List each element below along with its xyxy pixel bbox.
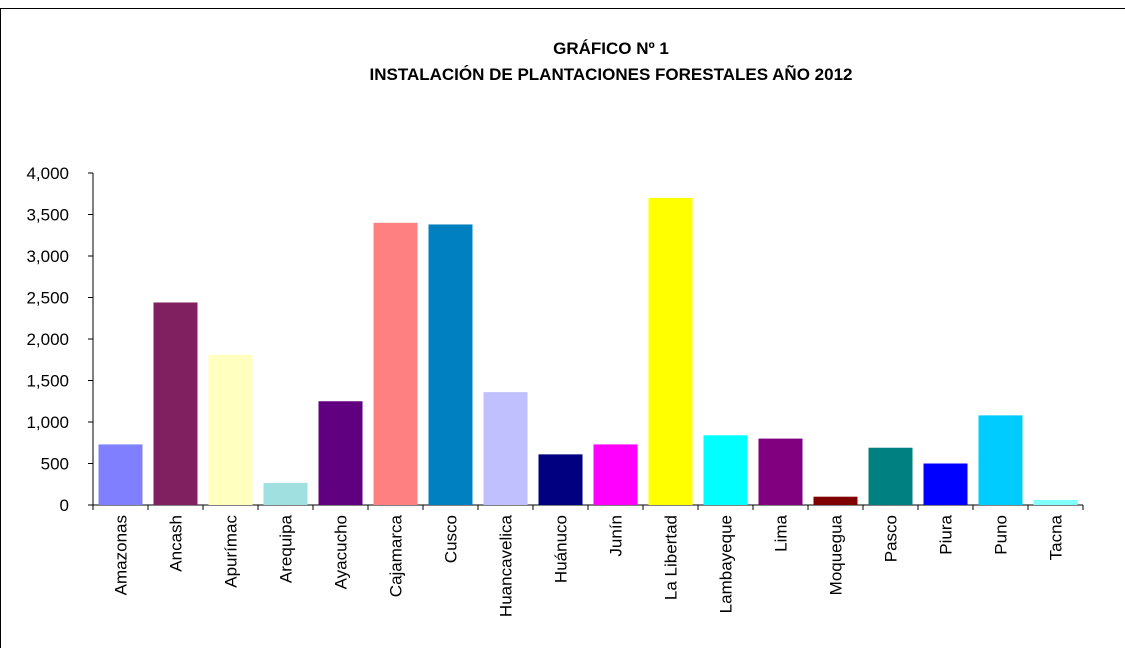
x-tick-label: Ancash (167, 515, 186, 572)
x-tick-label: Junín (607, 515, 626, 557)
y-tick-label: 0 (60, 496, 69, 515)
x-tick-label: Piura (937, 514, 956, 554)
x-tick-label: Tacna (1047, 514, 1066, 560)
x-tick-label: Ayacucho (332, 515, 351, 589)
chart-title: GRÁFICO Nº 1 (553, 39, 669, 58)
y-tick-label: 500 (41, 455, 69, 474)
x-tick-label: Arequipa (277, 514, 296, 583)
bar (648, 197, 693, 505)
bar (263, 483, 308, 505)
bar (1033, 500, 1078, 505)
bar (593, 444, 638, 505)
bar (813, 496, 858, 505)
x-tick-label: Moquegua (827, 514, 846, 595)
y-tick-label: 4,000 (26, 164, 69, 183)
x-tick-label: Huánuco (552, 515, 571, 583)
bar (318, 401, 363, 505)
y-tick-label: 1,500 (26, 372, 69, 391)
y-tick-label: 1,000 (26, 413, 69, 432)
x-tick-label: Apurímac (222, 515, 241, 588)
bar (538, 454, 583, 505)
x-tick-label: Pasco (882, 515, 901, 562)
x-tick-label: Puno (992, 515, 1011, 555)
bar (978, 415, 1023, 505)
x-tick-label: Amazonas (112, 515, 131, 595)
bar (703, 435, 748, 505)
y-tick-label: 3,500 (26, 206, 69, 225)
y-tick-label: 2,500 (26, 289, 69, 308)
bar (923, 463, 968, 505)
x-tick-label: Lima (772, 514, 791, 551)
bar (428, 224, 473, 505)
bar (868, 447, 913, 505)
bar (208, 354, 253, 505)
x-tick-label: Cusco (442, 515, 461, 563)
x-tick-label: Cajamarca (387, 514, 406, 597)
chart-subtitle: INSTALACIÓN DE PLANTACIONES FORESTALES A… (370, 64, 853, 84)
x-tick-label: Lambayeque (717, 515, 736, 613)
bar (758, 438, 803, 505)
y-tick-label: 2,000 (26, 330, 69, 349)
bar (153, 302, 198, 505)
bar (483, 392, 528, 505)
bar (373, 222, 418, 506)
y-tick-label: 3,000 (26, 247, 69, 266)
x-tick-label: Huancavelica (497, 514, 516, 617)
x-tick-label: La Libertad (662, 515, 681, 600)
bar (98, 444, 143, 505)
